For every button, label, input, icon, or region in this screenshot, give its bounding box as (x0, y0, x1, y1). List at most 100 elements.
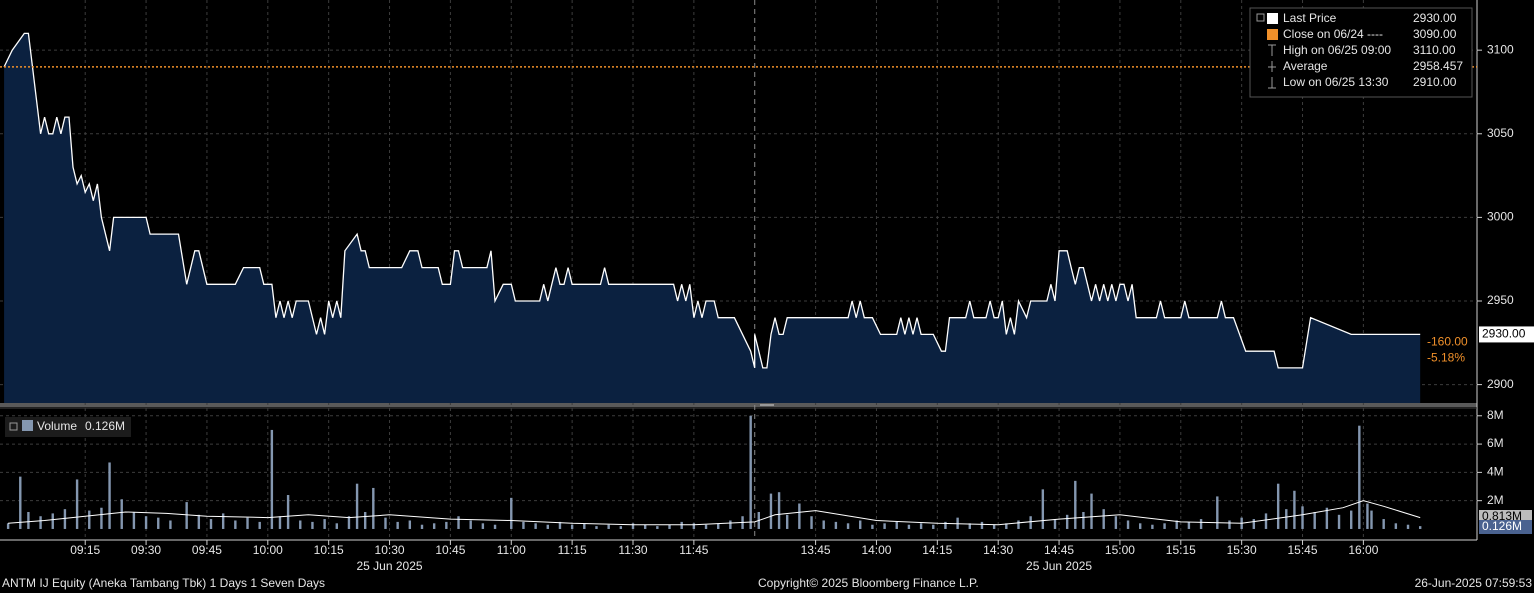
legend-collapse (1256, 13, 1265, 22)
volume-bar (570, 524, 574, 529)
volume-bar (1175, 520, 1178, 529)
volume-bar (1313, 511, 1316, 529)
x-tick-label: 14:30 (983, 543, 1013, 557)
volume-bar (1394, 523, 1398, 529)
volume-bar (1301, 506, 1304, 529)
volume-bar (1252, 519, 1256, 529)
volume-bar (859, 520, 862, 529)
volume-bar (1366, 503, 1369, 529)
legend: Last Price 2930.00 Close on 06/24 ---- 3090… (1249, 7, 1473, 98)
x-tick-label: 09:30 (131, 543, 161, 557)
volume-bar (1102, 509, 1105, 529)
y-tick-label: 6M (1487, 436, 1504, 450)
legend-box (1249, 7, 1473, 98)
x-tick-label: 11:30 (618, 543, 647, 557)
volume-bar (108, 462, 111, 529)
volume-bar (1325, 507, 1329, 529)
volume-bar (1005, 523, 1008, 529)
volume-bar (19, 476, 22, 529)
volume-bar (1293, 490, 1296, 529)
y-tick-label: 3100 (1487, 42, 1514, 56)
legend-label: Last Price (1283, 11, 1337, 25)
volume-bar (75, 479, 79, 529)
plot (0, 32, 1477, 529)
legend-label: Average (1283, 59, 1328, 73)
volume-bar (209, 519, 213, 529)
volume-bar (1163, 523, 1166, 529)
volume-bar (169, 520, 172, 529)
volume-bar (607, 524, 610, 529)
volume-bar (493, 524, 497, 529)
volume-bar (1082, 511, 1085, 529)
volume-bar (234, 520, 237, 529)
x-tick-label: 09:15 (70, 543, 100, 557)
volume-bar (992, 524, 996, 529)
footer-right: 26-Jun-2025 07:59:53 (1415, 576, 1533, 590)
legend-swatch (22, 420, 33, 431)
x-tick-label: 11:15 (558, 543, 587, 557)
expand-icon[interactable] (9, 422, 18, 431)
panel-divider (0, 403, 1477, 407)
volume-bar (88, 510, 91, 529)
x-tick-label: 16:00 (1348, 543, 1378, 557)
volume-bar (1041, 489, 1045, 529)
volume-bar (1029, 516, 1032, 529)
volume-bar (1406, 524, 1410, 529)
y-tick-label: 2950 (1487, 293, 1514, 307)
x-tick-label: 14:15 (922, 543, 952, 557)
legend-swatch (1267, 13, 1278, 24)
axis-value-label: 0.126M (1482, 519, 1522, 533)
y-tick-label: 4M (1487, 465, 1504, 479)
x-tick-label: 11:45 (679, 543, 708, 557)
date-label: 25 Jun 2025 (357, 559, 423, 573)
volume-bar (729, 520, 732, 529)
volume-bar (157, 517, 160, 529)
volume-bar (1114, 516, 1118, 529)
volume-bar (1074, 480, 1077, 529)
volume-bar (834, 521, 838, 529)
volume-bar (717, 523, 720, 529)
volume-average (8, 500, 1421, 526)
last-value-box (1479, 326, 1534, 343)
volume-bar (1350, 510, 1353, 529)
volume-bar (546, 524, 549, 529)
volume-bar (1139, 523, 1142, 529)
volume-bar (100, 507, 103, 529)
volume-bar (270, 429, 274, 529)
volume-bar (323, 519, 326, 529)
volume-bar (408, 520, 412, 529)
footer-center: Copyright© 2025 Bloomberg Finance L.P. (758, 576, 979, 590)
volume-bar (396, 521, 399, 529)
volume-bar (1065, 514, 1069, 529)
footer-left: ANTM IJ Equity (Aneka Tambang Tbk) 1 Day… (2, 576, 325, 590)
y-tick-label: 3050 (1487, 126, 1514, 140)
volume-bar (1199, 519, 1203, 529)
volume-bar (668, 524, 671, 529)
volume-bar (1017, 520, 1020, 529)
volume-bar (777, 492, 781, 529)
volume-bar (871, 524, 874, 529)
volume-bar (1090, 493, 1093, 529)
volume-bar (335, 523, 338, 529)
volume-bar (355, 483, 359, 529)
volume-bar (258, 521, 261, 529)
volume-bar (822, 520, 825, 529)
volume-bar (372, 487, 375, 529)
volume-bar (932, 524, 935, 529)
legend-label: Low on 06/25 13:30 (1283, 75, 1389, 89)
change-label: -5.18% (1427, 351, 1465, 365)
volume-bar (631, 523, 635, 529)
volume-bar (558, 521, 562, 529)
volume-bar (286, 495, 290, 529)
volume-bar (704, 524, 708, 529)
volume-bar (457, 516, 460, 529)
volume-bar (968, 523, 971, 529)
volume-bar (749, 415, 752, 529)
price-line (3, 32, 1421, 369)
legend-value: 3110.00 (1413, 43, 1456, 57)
volume-bar (583, 523, 586, 529)
legend-label: Volume (37, 419, 77, 433)
volume-bar (1151, 524, 1154, 529)
volume-bar (619, 526, 623, 529)
